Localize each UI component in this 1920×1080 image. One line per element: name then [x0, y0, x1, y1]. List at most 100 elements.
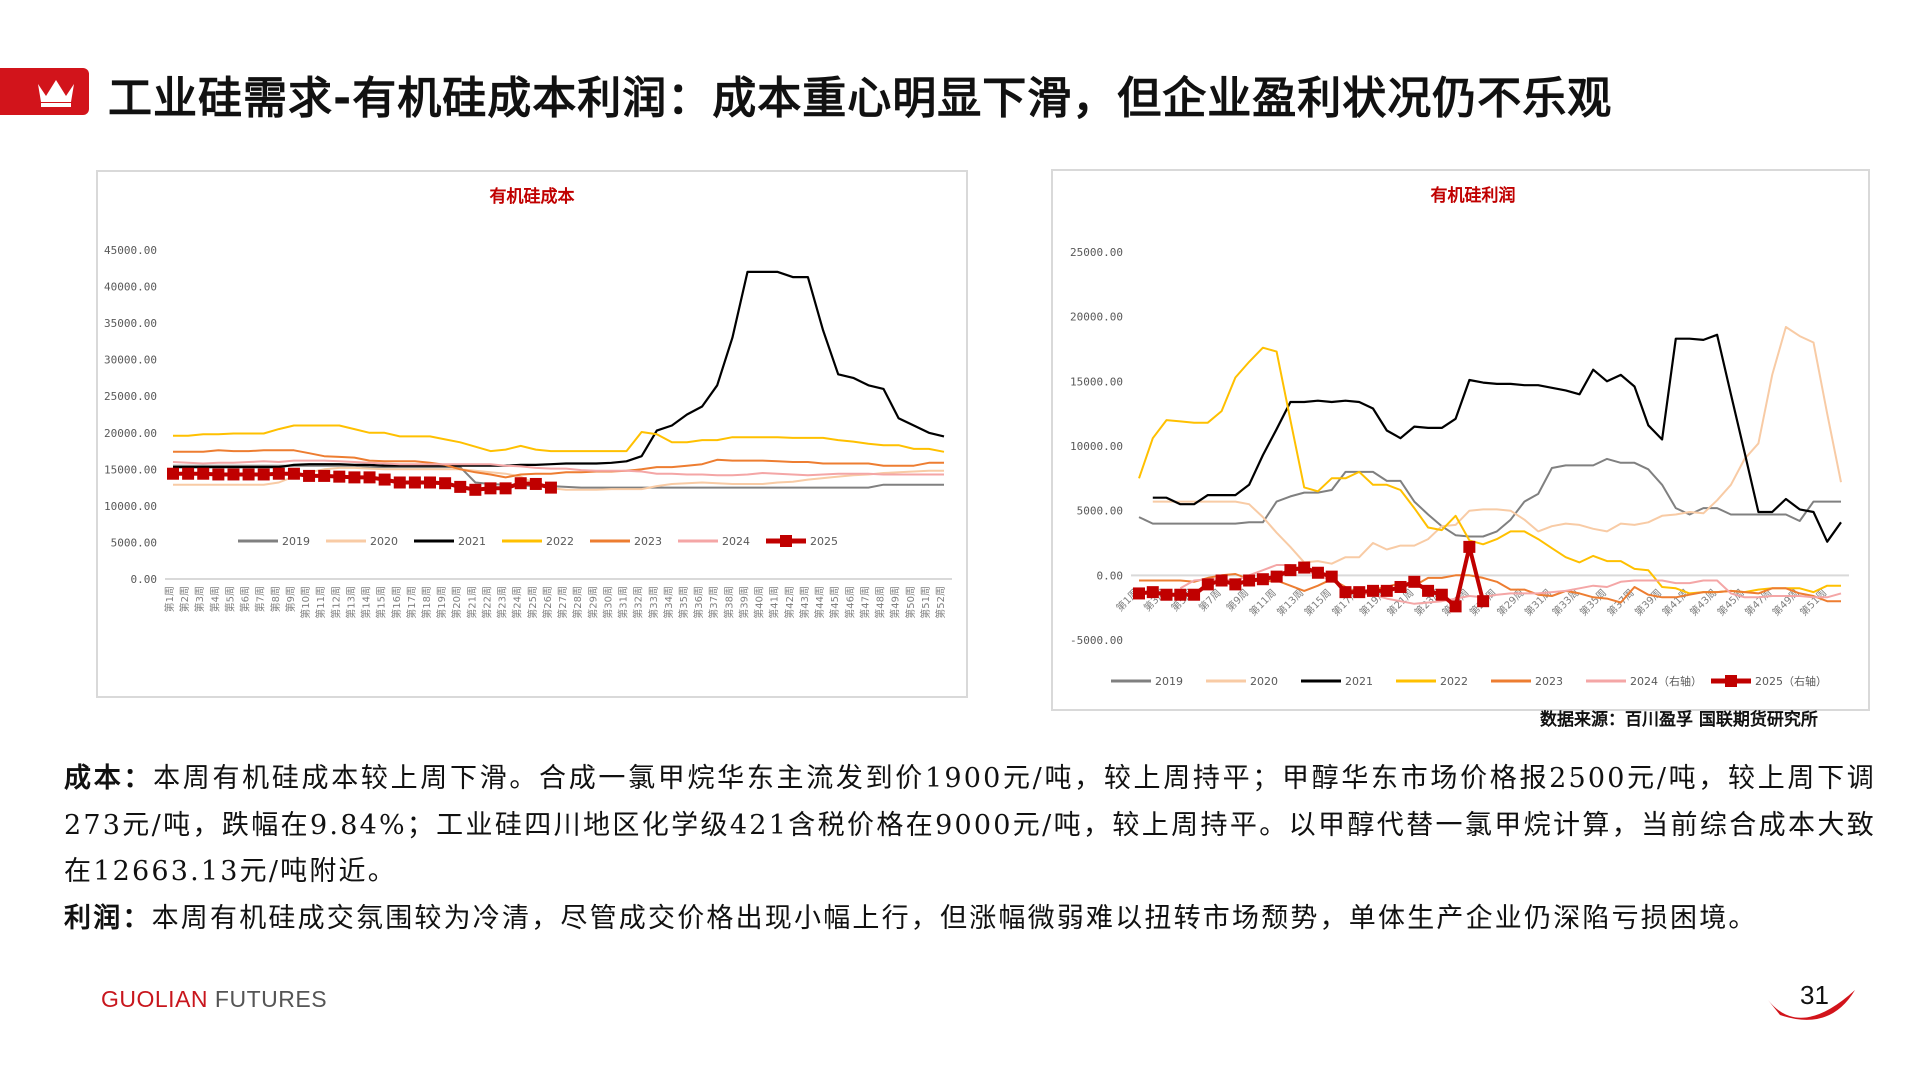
series-marker-2025 — [1229, 578, 1242, 591]
series-marker-2025 — [182, 467, 195, 480]
series-marker-2025 — [514, 477, 527, 490]
x-tick-label: 第2周 — [178, 586, 191, 612]
legend-label-2021: 2021 — [458, 535, 486, 548]
series-marker-2025 — [1380, 584, 1393, 597]
series-marker-2025 — [303, 469, 316, 482]
y-tick-label: 0.00 — [131, 573, 158, 586]
series-marker-2025 — [1435, 588, 1448, 601]
legend-label-2022: 2022 — [546, 535, 574, 548]
series-marker-2025 — [544, 481, 557, 494]
series-marker-2025 — [1449, 600, 1462, 613]
series-marker-2025 — [393, 476, 406, 489]
series-marker-2025 — [363, 471, 376, 484]
legend-label-2025: 2025（右轴） — [1755, 674, 1827, 688]
x-tick-label: 第3周 — [193, 586, 206, 612]
y-tick-label: 40000.00 — [104, 281, 157, 294]
series-marker-2025 — [1215, 574, 1228, 587]
page-number: 31 — [1800, 980, 1829, 1010]
x-tick-label: 第8周 — [269, 586, 282, 612]
series-marker-2025 — [1353, 586, 1366, 599]
legend-label-2024: 2024（右轴） — [1630, 674, 1702, 688]
x-tick-label: 第29周 — [1494, 586, 1526, 618]
x-tick-label: 第43周 — [798, 586, 811, 619]
x-tick-label: 第23周 — [496, 586, 509, 619]
series-marker-2025 — [272, 467, 285, 480]
y-tick-label: 30000.00 — [104, 354, 157, 367]
legend-label-2023: 2023 — [1535, 675, 1563, 688]
y-tick-label: 10000.00 — [104, 500, 157, 513]
x-tick-label: 第24周 — [511, 586, 524, 619]
crown-icon — [38, 80, 74, 107]
series-marker-2025 — [424, 476, 436, 489]
x-tick-label: 第52周 — [934, 586, 947, 619]
series-marker-2025 — [257, 468, 270, 481]
x-tick-label: 第25周 — [526, 586, 539, 619]
series-marker-2025 — [484, 482, 497, 495]
y-tick-label: 5000.00 — [111, 536, 157, 549]
x-tick-label: 第15周 — [375, 586, 388, 619]
x-tick-label: 第41周 — [768, 586, 781, 619]
series-marker-2025 — [197, 467, 210, 480]
x-tick-label: 第50周 — [904, 586, 917, 619]
x-tick-label: 第39周 — [1632, 586, 1664, 618]
series-marker-2025 — [167, 467, 179, 480]
brand-logo: GUOLIAN FUTURES — [101, 986, 327, 1013]
series-marker-2025 — [1174, 588, 1187, 601]
x-tick-label: 第39周 — [737, 586, 750, 619]
series-marker-2025 — [499, 482, 512, 495]
series-marker-2025 — [1188, 588, 1201, 601]
x-tick-label: 第44周 — [813, 586, 826, 619]
x-tick-label: 第13周 — [344, 586, 357, 619]
x-tick-label: 第17周 — [405, 586, 418, 619]
series-line-2022 — [173, 424, 945, 453]
x-tick-label: 第9周 — [1223, 586, 1251, 614]
cost-text: 本周有机硅成本较上周下滑。合成一氯甲烷华东主流发到价1900元/吨，较上周持平；… — [64, 763, 1876, 887]
x-tick-label: 第14周 — [360, 586, 373, 619]
x-tick-label: 第35周 — [677, 586, 690, 619]
x-tick-label: 第33周 — [647, 586, 660, 619]
series-marker-2025 — [1463, 540, 1476, 553]
x-tick-label: 第10周 — [299, 586, 312, 619]
series-line-2022 — [1138, 346, 1841, 595]
series-marker-2025 — [1146, 586, 1159, 599]
legend-label-2025: 2025 — [810, 535, 838, 548]
legend-label-2019: 2019 — [1155, 675, 1183, 688]
x-tick-label: 第26周 — [541, 586, 554, 619]
cost-paragraph: 成本：本周有机硅成本较上周下滑。合成一氯甲烷华东主流发到价1900元/吨，较上周… — [64, 756, 1876, 896]
series-line-2021 — [1152, 333, 1842, 543]
series-marker-2025 — [227, 468, 240, 481]
y-tick-label: -5000.00 — [1070, 634, 1123, 647]
x-tick-label: 第40周 — [753, 586, 766, 619]
brand-sub: FUTURES — [208, 986, 328, 1012]
series-marker-2025 — [1133, 587, 1145, 600]
legend-label-2022: 2022 — [1440, 675, 1468, 688]
y-tick-label: 45000.00 — [104, 244, 157, 257]
series-marker-2025 — [378, 473, 391, 486]
series-line-2023 — [173, 449, 944, 479]
x-tick-label: 第27周 — [556, 586, 569, 619]
series-marker-2025 — [318, 469, 331, 482]
series-marker-2025 — [1325, 570, 1338, 583]
x-tick-label: 第45周 — [828, 586, 841, 619]
x-tick-label: 第47周 — [858, 586, 871, 619]
series-line-2020 — [1152, 326, 1842, 565]
y-tick-label: 25000.00 — [1070, 246, 1123, 259]
x-tick-label: 第22周 — [480, 586, 493, 619]
x-tick-label: 第49周 — [1769, 586, 1801, 618]
brand-main: GUOLIAN — [101, 986, 209, 1012]
x-tick-label: 第31周 — [617, 586, 630, 619]
y-tick-label: 20000.00 — [1070, 311, 1123, 324]
x-tick-label: 第32周 — [632, 586, 645, 619]
cost-label: 成本： — [64, 763, 154, 794]
series-marker-2025 — [1243, 574, 1256, 587]
chart-title: 有机硅成本 — [490, 186, 575, 207]
profit-label: 利润： — [64, 902, 152, 934]
x-tick-label: 第48周 — [874, 586, 887, 619]
x-tick-label: 第18周 — [420, 586, 433, 619]
x-tick-label: 第12周 — [329, 586, 342, 619]
x-tick-label: 第49周 — [889, 586, 902, 619]
profit-text: 本周有机硅成交氛围较为冷清，尽管成交价格出现小幅上行，但涨幅微弱难以扭转市场颓势… — [151, 902, 1758, 934]
x-tick-label: 第20周 — [450, 586, 463, 619]
data-source: 数据来源：百川盈孚 国联期货研究所 — [1540, 710, 1818, 730]
commentary: 成本：本周有机硅成本较上周下滑。合成一氯甲烷华东主流发到价1900元/吨，较上周… — [64, 756, 1876, 942]
